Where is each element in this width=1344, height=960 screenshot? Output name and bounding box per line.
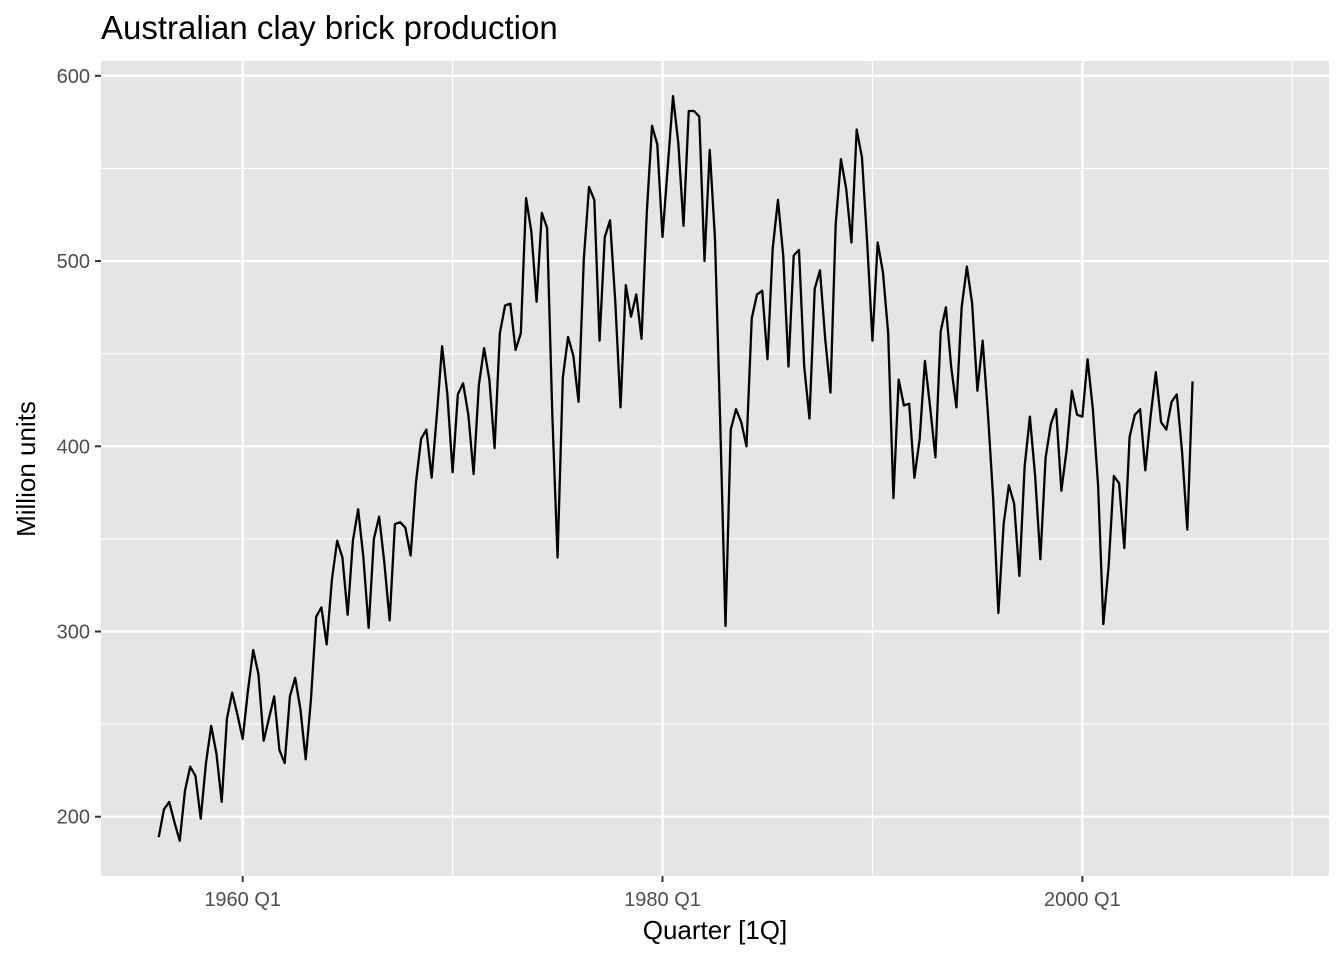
- x-axis: 1960 Q1 1980 Q1 2000 Q1: [204, 876, 1121, 911]
- y-tick-label: 500: [57, 251, 90, 273]
- x-tick-label: 1960 Q1: [204, 889, 281, 911]
- y-tick-label: 200: [57, 807, 90, 829]
- series-line: [157, 95, 1194, 842]
- y-axis-label: Million units: [11, 401, 41, 537]
- x-tick-label: 2000 Q1: [1044, 889, 1121, 911]
- chart-title: Australian clay brick production: [101, 9, 558, 46]
- plot-panel: [101, 61, 1329, 876]
- x-axis-label: Quarter [1Q]: [643, 915, 788, 945]
- y-tick-label: 600: [57, 66, 90, 88]
- y-tick-label: 300: [57, 622, 90, 644]
- minor-gridlines: [101, 61, 1329, 876]
- y-tick-label: 400: [57, 436, 90, 458]
- y-axis: 200 300 400 500 600: [57, 66, 101, 829]
- x-tick-label: 1980 Q1: [624, 889, 701, 911]
